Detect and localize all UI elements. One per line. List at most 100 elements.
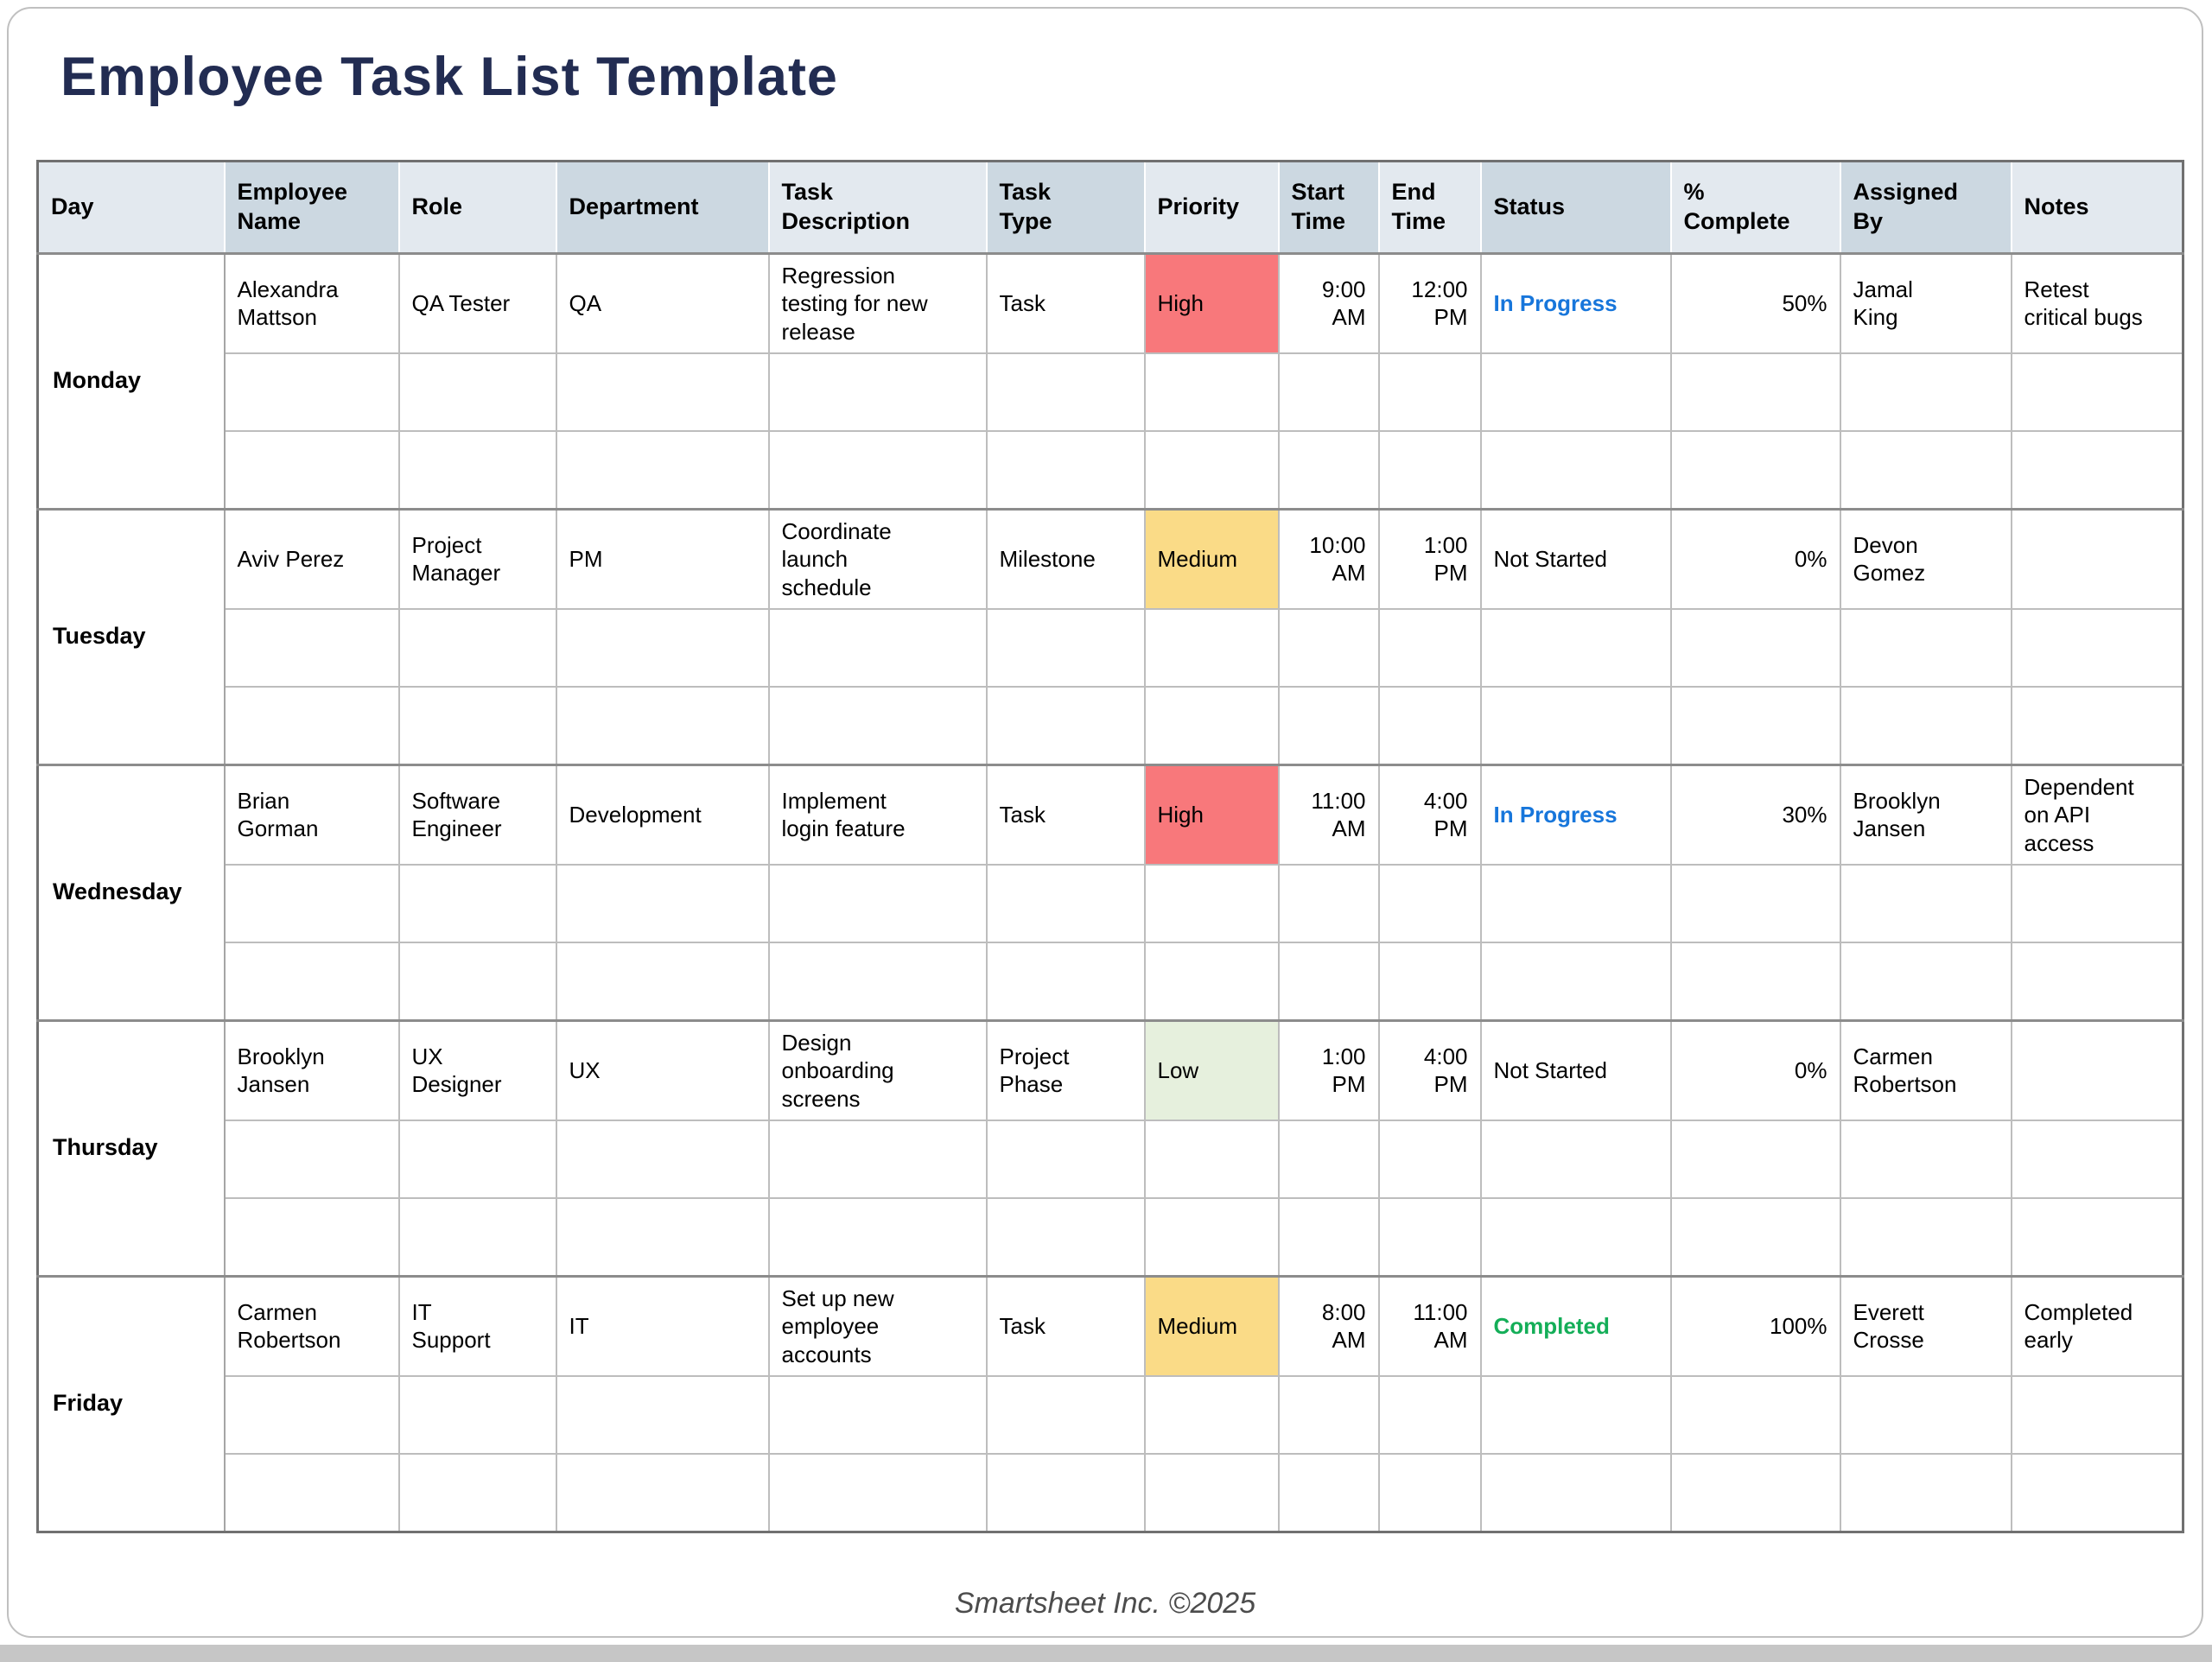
- day-cell: Friday: [36, 1275, 226, 1533]
- cell-start_time: 9:00 AM: [1277, 252, 1380, 355]
- empty-cell: [555, 864, 770, 944]
- empty-cell: [985, 1120, 1146, 1200]
- cell-notes: Completed early: [2010, 1275, 2184, 1378]
- empty-cell: [397, 1453, 557, 1533]
- empty-cell: [223, 430, 400, 511]
- column-header-percent_complete: % Complete: [1670, 161, 1841, 255]
- cell-assigned_by: Brooklyn Jansen: [1839, 764, 2012, 866]
- cell-role: Software Engineer: [397, 764, 557, 866]
- empty-cell: [2010, 608, 2184, 688]
- empty-cell: [2010, 686, 2184, 766]
- empty-cell: [767, 864, 988, 944]
- cell-assigned_by: Everett Crosse: [1839, 1275, 2012, 1378]
- empty-cell: [397, 864, 557, 944]
- empty-cell: [1143, 352, 1280, 433]
- cell-notes: Retest critical bugs: [2010, 252, 2184, 355]
- empty-cell: [1669, 686, 1841, 766]
- cell-employee_name: Brooklyn Jansen: [223, 1019, 400, 1122]
- empty-cell: [1143, 942, 1280, 1022]
- cell-priority: Low: [1143, 1019, 1280, 1122]
- empty-cell: [1479, 608, 1672, 688]
- cell-status: Not Started: [1479, 508, 1672, 611]
- empty-cell: [1143, 1453, 1280, 1533]
- day-cell: Wednesday: [36, 764, 226, 1022]
- cell-department: PM: [555, 508, 770, 611]
- empty-cell: [1669, 352, 1841, 433]
- empty-cell: [2010, 352, 2184, 433]
- cell-status: Not Started: [1479, 1019, 1672, 1122]
- empty-cell: [1479, 686, 1672, 766]
- cell-task_type: Milestone: [985, 508, 1146, 611]
- cell-percent_complete: 30%: [1669, 764, 1841, 866]
- cell-end_time: 12:00 PM: [1377, 252, 1482, 355]
- empty-cell: [985, 608, 1146, 688]
- empty-cell: [1377, 352, 1482, 433]
- cell-status: In Progress: [1479, 252, 1672, 355]
- empty-cell: [985, 352, 1146, 433]
- column-header-assigned_by: Assigned By: [1840, 161, 2012, 255]
- empty-row: [38, 686, 2184, 766]
- cell-task_description: Regression testing for new release: [767, 252, 988, 355]
- cell-department: IT: [555, 1275, 770, 1378]
- empty-cell: [1377, 1197, 1482, 1278]
- empty-cell: [985, 1197, 1146, 1278]
- empty-cell: [1839, 1453, 2012, 1533]
- empty-cell: [1377, 942, 1482, 1022]
- column-header-priority: Priority: [1144, 161, 1280, 255]
- cell-employee_name: Carmen Robertson: [223, 1275, 400, 1378]
- empty-cell: [1143, 864, 1280, 944]
- day-block-friday: Friday Carmen Robertson IT Support IT Set up…: [36, 1275, 2184, 1533]
- cell-department: Development: [555, 764, 770, 866]
- empty-cell: [767, 430, 988, 511]
- day-cell: Monday: [36, 252, 226, 511]
- empty-cell: [1377, 1453, 1482, 1533]
- empty-cell: [1479, 430, 1672, 511]
- empty-row: [38, 1197, 2184, 1278]
- empty-cell: [767, 608, 988, 688]
- empty-cell: [1669, 864, 1841, 944]
- cell-assigned_by: Carmen Robertson: [1839, 1019, 2012, 1122]
- cell-start_time: 10:00 AM: [1277, 508, 1380, 611]
- cell-employee_name: Brian Gorman: [223, 764, 400, 866]
- cell-assigned_by: Devon Gomez: [1839, 508, 2012, 611]
- task-row: Monday Alexandra Mattson QA Tester QA Regres…: [36, 252, 2184, 511]
- cell-department: UX: [555, 1019, 770, 1122]
- empty-cell: [1377, 864, 1482, 944]
- empty-cell: [1143, 430, 1280, 511]
- empty-cell: [1143, 608, 1280, 688]
- empty-cell: [1377, 686, 1482, 766]
- cell-end_time: 11:00 AM: [1377, 1275, 1482, 1378]
- empty-cell: [985, 430, 1146, 511]
- empty-cell: [1143, 1375, 1280, 1456]
- empty-cell: [2010, 1197, 2184, 1278]
- cell-task_type: Task: [985, 1275, 1146, 1378]
- empty-cell: [1479, 942, 1672, 1022]
- empty-cell: [1479, 1453, 1672, 1533]
- column-header-day: Day: [37, 161, 226, 255]
- template-page: Employee Task List Template Day Employee …: [7, 7, 2203, 1638]
- cell-department: QA: [555, 252, 770, 355]
- day-block-tuesday: Tuesday Aviv Perez Project Manager PM Coordi…: [36, 508, 2184, 766]
- empty-cell: [555, 352, 770, 433]
- empty-cell: [223, 1120, 400, 1200]
- cell-end_time: 4:00 PM: [1377, 764, 1482, 866]
- cell-end_time: 1:00 PM: [1377, 508, 1482, 611]
- cell-assigned_by: Jamal King: [1839, 252, 2012, 355]
- cell-priority: Medium: [1143, 1275, 1280, 1378]
- empty-cell: [1277, 864, 1380, 944]
- column-header-department: Department: [556, 161, 770, 255]
- column-header-end_time: End Time: [1378, 161, 1482, 255]
- cell-employee_name: Aviv Perez: [223, 508, 400, 611]
- empty-cell: [1143, 1197, 1280, 1278]
- cell-task_type: Task: [985, 252, 1146, 355]
- empty-cell: [1479, 352, 1672, 433]
- cell-task_description: Implement login feature: [767, 764, 988, 866]
- empty-cell: [555, 686, 770, 766]
- empty-cell: [985, 686, 1146, 766]
- empty-cell: [1377, 1375, 1482, 1456]
- cell-task_type: Task: [985, 764, 1146, 866]
- empty-cell: [555, 1453, 770, 1533]
- empty-cell: [985, 864, 1146, 944]
- column-header-employee_name: Employee Name: [224, 161, 400, 255]
- empty-cell: [1839, 1375, 2012, 1456]
